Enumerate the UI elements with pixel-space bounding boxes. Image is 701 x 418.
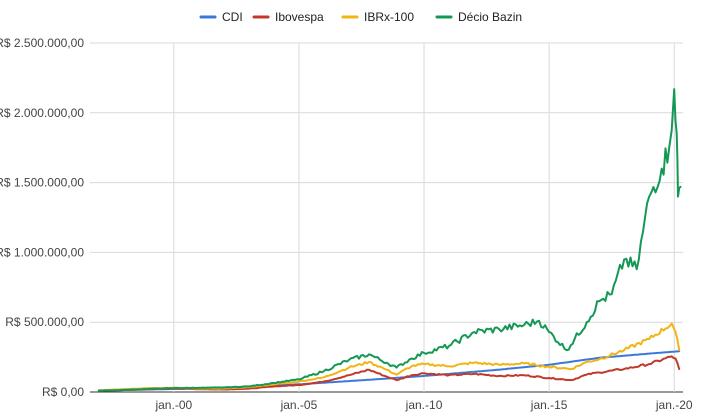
- legend-label: Ibovespa: [275, 10, 324, 24]
- series-line-d-cio-bazin: [97, 88, 682, 392]
- legend-item-d-cio-bazin[interactable]: Décio Bazin: [435, 10, 522, 24]
- y-tick-label: R$ 500.000,00: [5, 315, 84, 329]
- x-tick-label: jan.-05: [280, 398, 318, 412]
- legend-label: CDI: [222, 10, 243, 24]
- legend-item-cdi[interactable]: CDI: [199, 10, 243, 24]
- y-tick-label: R$ 2.000.000,00: [0, 106, 84, 120]
- y-tick-label: R$ 1.000.000,00: [0, 245, 84, 259]
- legend-label: IBRx-100: [364, 10, 414, 24]
- axis-labels: R$ 0,00 R$ 500.000,00 R$ 1.000.000,00 R$ 1.…: [0, 36, 693, 412]
- x-tick-label: jan.-15: [530, 398, 568, 412]
- legend-label: Décio Bazin: [458, 10, 522, 24]
- series-line-ibrx-100: [97, 322, 681, 392]
- x-tick-label: jan.-00: [154, 398, 192, 412]
- y-tick-label: R$ 1.500.000,00: [0, 176, 84, 190]
- legend-item-ibrx-100[interactable]: IBRx-100: [341, 10, 414, 24]
- x-tick-label: jan.-10: [405, 398, 443, 412]
- y-tick-label: R$ 2.500.000,00: [0, 36, 84, 50]
- y-tick-label: R$ 0,00: [42, 385, 84, 399]
- x-tick-label: jan.-20: [655, 398, 693, 412]
- grid-lines: [90, 42, 683, 393]
- series-layer: [97, 88, 682, 392]
- legend-item-ibovespa[interactable]: Ibovespa: [252, 10, 324, 24]
- legend: CDI Ibovespa IBRx-100 Décio Bazin: [199, 10, 522, 24]
